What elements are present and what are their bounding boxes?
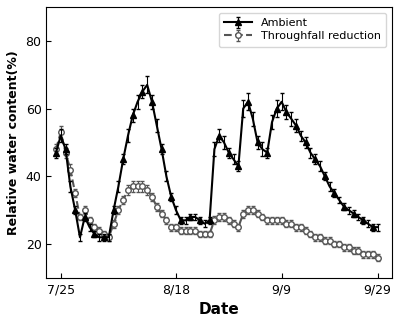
Y-axis label: Relative water content(%): Relative water content(%) — [7, 50, 20, 235]
X-axis label: Date: Date — [199, 302, 240, 317]
Legend: Ambient, Throughfall reduction: Ambient, Throughfall reduction — [219, 13, 386, 47]
